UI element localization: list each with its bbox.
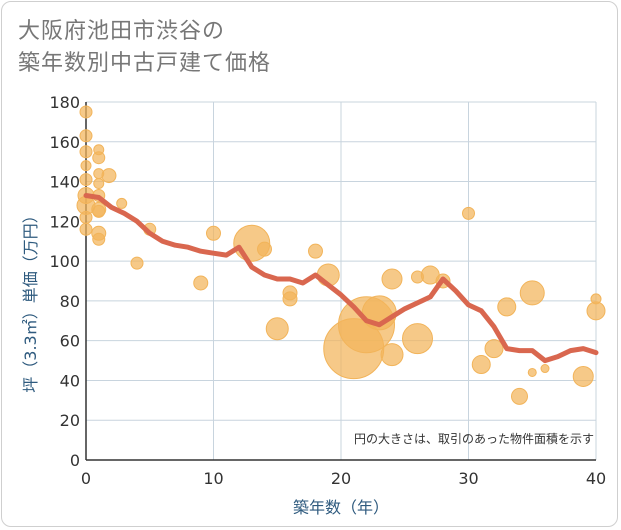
y-tick-label: 120 — [49, 212, 80, 231]
bubble — [80, 160, 92, 172]
bubble — [308, 243, 323, 259]
y-tick-label: 40 — [60, 371, 80, 390]
y-tick-label: 160 — [49, 133, 80, 152]
bubble — [92, 151, 106, 165]
x-tick-label: 40 — [586, 469, 606, 488]
bubble — [540, 364, 550, 374]
x-tick-label: 10 — [203, 469, 223, 488]
bubble — [79, 210, 93, 224]
bubble — [257, 241, 272, 257]
size-note: 円の大きさは、取引のあった物件面積を示す — [354, 431, 594, 446]
bubble — [92, 204, 106, 218]
bubble — [282, 291, 298, 307]
bubble — [471, 355, 491, 375]
y-tick-labels: 0 20 40 60 80 100 120 140 160 180 — [49, 93, 80, 470]
x-tick-label: 30 — [458, 469, 478, 488]
bubble — [130, 256, 144, 270]
bubble — [586, 301, 606, 321]
trend-line — [83, 193, 599, 364]
bubble — [402, 323, 433, 355]
bubble — [380, 343, 404, 367]
title-line-1: 大阪府池田市渋谷の — [18, 19, 226, 44]
title-line-2: 築年数別中古戸建て価格 — [18, 51, 272, 76]
bubble — [79, 222, 93, 236]
bubble — [381, 268, 403, 290]
bubble — [511, 387, 528, 405]
bubble — [265, 317, 289, 341]
bubble — [193, 275, 209, 291]
y-tick-label: 20 — [60, 411, 80, 430]
x-tick-label: 0 — [81, 469, 91, 488]
bubble — [79, 145, 93, 159]
bubble — [116, 197, 128, 209]
x-tick-label: 20 — [331, 469, 351, 488]
x-tick-labels: 0 10 20 30 40 — [81, 469, 606, 488]
bubble — [519, 280, 545, 306]
grid — [85, 101, 597, 461]
bubble — [572, 365, 594, 387]
bubble — [93, 178, 105, 190]
bubble — [79, 129, 93, 143]
y-tick-label: 100 — [49, 252, 80, 271]
y-tick-label: 0 — [70, 451, 80, 470]
bubble — [101, 168, 117, 184]
bubble — [590, 293, 602, 305]
bubble — [79, 173, 93, 187]
bubble — [79, 105, 93, 119]
y-tick-label: 140 — [49, 173, 80, 192]
bubble — [484, 339, 504, 359]
y-tick-label: 180 — [49, 93, 80, 112]
chart-title: 大阪府池田市渋谷の 築年数別中古戸建て価格 — [18, 16, 271, 80]
bubble — [497, 297, 517, 317]
bubble — [206, 225, 221, 241]
x-axis-label: 築年数（年） — [293, 498, 389, 517]
y-tick-label: 60 — [60, 332, 80, 351]
y-tick-label: 80 — [60, 292, 80, 311]
y-axis-label: 坪（3.3㎡）単価（万円） — [21, 207, 40, 392]
bubble — [462, 206, 475, 220]
bubble — [527, 367, 537, 377]
bubble — [92, 232, 106, 246]
